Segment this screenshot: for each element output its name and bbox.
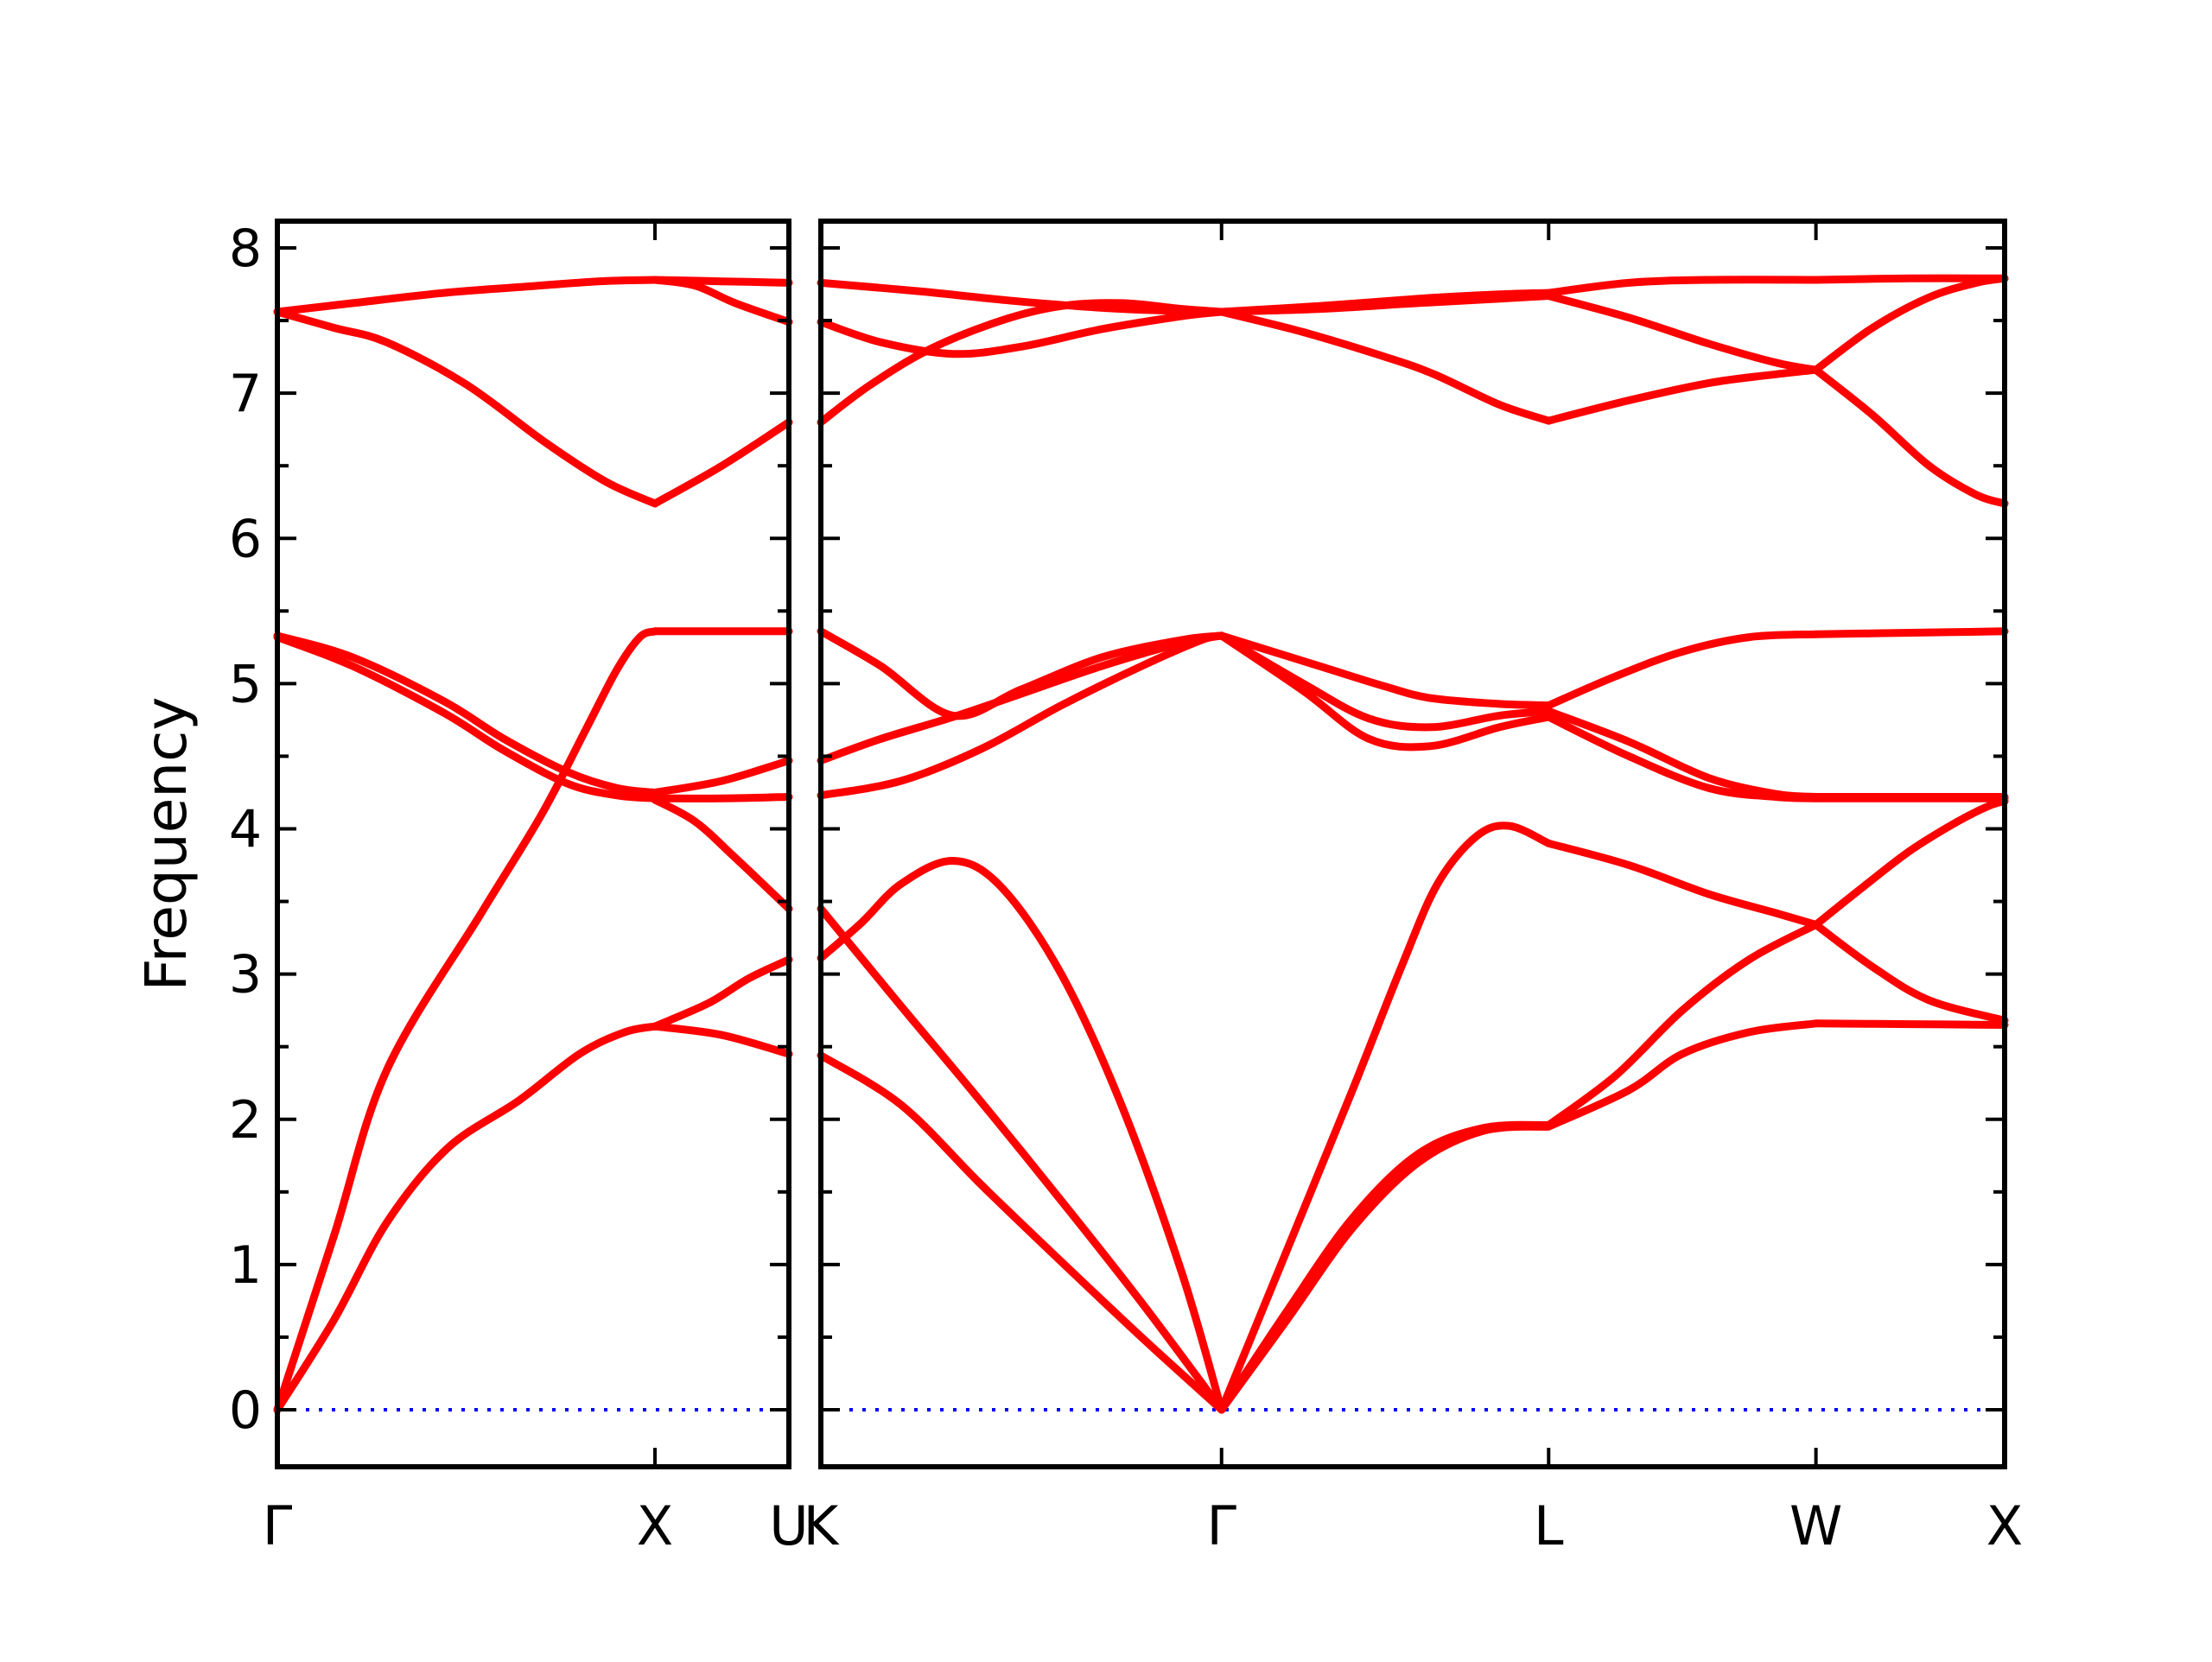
phonon-band-curve	[1812, 797, 2009, 929]
kpoint-label: Γ	[263, 1494, 293, 1557]
panel-frame	[275, 219, 791, 1469]
y-tick-label: 4	[229, 800, 262, 860]
y-tick-label: 0	[229, 1380, 262, 1441]
band-curves-group	[273, 274, 2009, 1414]
y-tick-label: 2	[229, 1090, 262, 1151]
phonon-band-curve	[1217, 308, 1553, 425]
phonon-band-curve	[1217, 631, 1553, 710]
y-tick-label: 1	[229, 1235, 262, 1296]
kpoint-label: Γ	[1206, 1494, 1236, 1557]
phonon-band-curve	[273, 1022, 659, 1414]
phonon-band-curve	[651, 757, 793, 796]
phonon-band-curve	[273, 276, 659, 316]
y-tick-label: 6	[229, 509, 262, 569]
phonon-band-curve	[817, 308, 1226, 358]
phonon-band-curve	[1217, 631, 1553, 732]
y-tick-label: 8	[229, 219, 262, 279]
phonon-band-curve	[1544, 292, 1821, 374]
panel-frame	[818, 219, 2007, 1469]
phonon-band-curve	[1544, 707, 1821, 801]
phonon-band-curve	[1217, 821, 1553, 1414]
phonon-band-curve	[1217, 292, 1553, 316]
phonon-band-curve	[273, 308, 659, 508]
phonon-band-curve	[1217, 631, 1553, 752]
phonon-band-curve	[817, 857, 1226, 1414]
phonon-band-curve	[817, 627, 1226, 720]
phonon-band-curve	[273, 631, 659, 796]
kpoint-label: W	[1789, 1494, 1842, 1557]
y-tick-label: 3	[229, 945, 262, 1005]
phonon-band-curve	[1217, 1120, 1553, 1414]
phonon-band-curve	[1544, 1019, 1821, 1131]
axes-group	[275, 219, 2007, 1469]
phonon-band-curve	[1544, 276, 1821, 297]
phonon-band-curve	[651, 418, 793, 508]
kpoint-label: X	[637, 1494, 673, 1557]
kpoint-label: U	[769, 1494, 808, 1557]
phonon-band-curve	[651, 796, 793, 913]
phonon-band-curve	[1812, 1019, 2009, 1029]
phonon-band-curve	[651, 1022, 793, 1058]
phonon-band-curve	[1544, 921, 1821, 1129]
y-tick-label: 7	[229, 364, 262, 424]
phonon-band-curve	[817, 631, 1226, 800]
phonon-band-curve	[1812, 274, 2009, 284]
y-axis-label: Frequency	[133, 697, 200, 992]
phonon-band-curve	[1544, 365, 1821, 425]
tick-labels-group: 0 1 2 3 4 5 6 7 8 Γ X UK Γ L W X	[229, 219, 2023, 1557]
phonon-band-curve	[1544, 839, 1821, 929]
phonon-band-curve	[1812, 274, 2009, 374]
phonon-band-curve	[651, 793, 793, 802]
phonon-band-curve	[273, 627, 659, 1414]
kpoint-label: X	[1986, 1494, 2023, 1557]
phonon-band-curve	[1544, 630, 1821, 710]
phonon-band-curve	[1812, 365, 2009, 508]
phonon-band-curve	[1217, 1122, 1553, 1414]
phonon-band-curve	[817, 278, 1226, 316]
phonon-band-curve	[273, 633, 659, 802]
kpoint-label: K	[804, 1494, 840, 1557]
y-tick-label: 5	[229, 654, 262, 714]
phonon-band-curve	[817, 904, 1226, 1414]
kpoint-label: L	[1534, 1494, 1564, 1557]
phonon-band-curve	[1812, 921, 2009, 1024]
phonon-band-curve	[651, 276, 793, 287]
phonon-band-curve	[1812, 627, 2009, 638]
phonon-band-curve	[651, 955, 793, 1031]
phonon-band-curve	[817, 1051, 1226, 1414]
